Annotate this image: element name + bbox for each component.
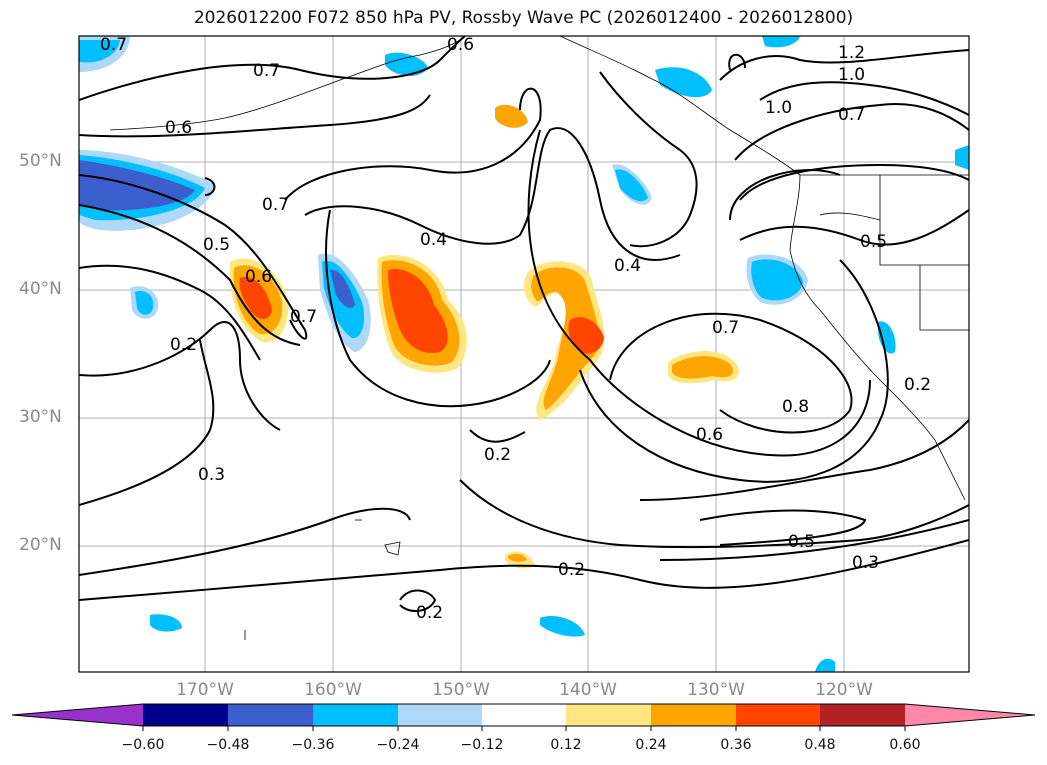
contour-label: 0.5 bbox=[788, 532, 815, 552]
contour-label: 0.2 bbox=[558, 560, 585, 580]
colorbar bbox=[11, 703, 1036, 731]
contour-label: 0.2 bbox=[416, 603, 443, 623]
contour-label: 0.7 bbox=[712, 318, 739, 338]
lat-label: 30°N bbox=[19, 407, 62, 427]
colorbar-tick-label: −0.60 bbox=[121, 737, 165, 753]
colorbar-tick-label: −0.48 bbox=[206, 737, 250, 753]
contour-label: 0.6 bbox=[165, 118, 192, 138]
contour-label: 0.3 bbox=[852, 553, 879, 573]
contour-labels: 0.7 0.6 0.7 0.6 1.2 1.0 1.0 0.7 0.7 0.5 … bbox=[100, 35, 931, 623]
pv-contours bbox=[79, 36, 969, 612]
contour-label: 0.7 bbox=[290, 307, 317, 327]
contour-label: 0.7 bbox=[253, 61, 280, 81]
lat-label: 20°N bbox=[19, 535, 62, 555]
colorbar-tick-label: −0.36 bbox=[291, 737, 335, 753]
contour-label: 0.3 bbox=[198, 465, 225, 485]
contour-label: 0.6 bbox=[447, 35, 474, 55]
contour-label: 0.2 bbox=[170, 335, 197, 355]
map-frame bbox=[78, 35, 970, 673]
map-panel: 0.7 0.6 0.7 0.6 1.2 1.0 1.0 0.7 0.7 0.5 … bbox=[79, 35, 969, 672]
contour-label: 0.4 bbox=[614, 256, 641, 276]
lon-label: 170°W bbox=[176, 680, 234, 700]
contour-label: 0.5 bbox=[860, 232, 887, 252]
contour-label: 1.0 bbox=[838, 65, 865, 85]
colorbar-under-arrow bbox=[12, 704, 143, 726]
colorbar-tick-label: −0.12 bbox=[460, 737, 504, 753]
negative-anomaly-shading bbox=[79, 36, 969, 672]
colorbar-tick-label: 0.48 bbox=[804, 737, 836, 753]
lat-label: 40°N bbox=[19, 279, 62, 299]
colorbar-tick-label: 0.36 bbox=[720, 737, 752, 753]
colorbar-tick-label: 0.60 bbox=[889, 737, 921, 753]
contour-label: 0.5 bbox=[203, 235, 230, 255]
contour-label: 1.2 bbox=[838, 43, 865, 63]
contour-label: 0.6 bbox=[696, 425, 723, 445]
contour-label: 0.6 bbox=[245, 267, 272, 287]
contour-label: 0.8 bbox=[782, 397, 809, 417]
coastlines bbox=[109, 36, 969, 640]
contour-label: 1.0 bbox=[765, 98, 792, 118]
contour-label: 0.7 bbox=[838, 105, 865, 125]
contour-label: 0.7 bbox=[100, 35, 127, 55]
lon-label: 130°W bbox=[687, 680, 745, 700]
colorbar-over-arrow bbox=[905, 704, 1035, 726]
lon-label: 120°W bbox=[815, 680, 873, 700]
colorbar-tick-label: −0.24 bbox=[376, 737, 420, 753]
contour-label: 0.2 bbox=[484, 445, 511, 465]
gridlines bbox=[79, 36, 969, 672]
colorbar-tick-label: 0.24 bbox=[635, 737, 667, 753]
contour-label: 0.4 bbox=[420, 230, 447, 250]
contour-label: 0.2 bbox=[904, 375, 931, 395]
map-title: 2026012200 F072 850 hPa PV, Rossby Wave … bbox=[193, 8, 854, 28]
contour-label: 0.7 bbox=[262, 195, 289, 215]
lat-label: 50°N bbox=[19, 151, 62, 171]
lon-label: 160°W bbox=[304, 680, 362, 700]
lon-label: 140°W bbox=[559, 680, 617, 700]
lon-label: 150°W bbox=[432, 680, 490, 700]
colorbar-tick-label: 0.12 bbox=[550, 737, 582, 753]
